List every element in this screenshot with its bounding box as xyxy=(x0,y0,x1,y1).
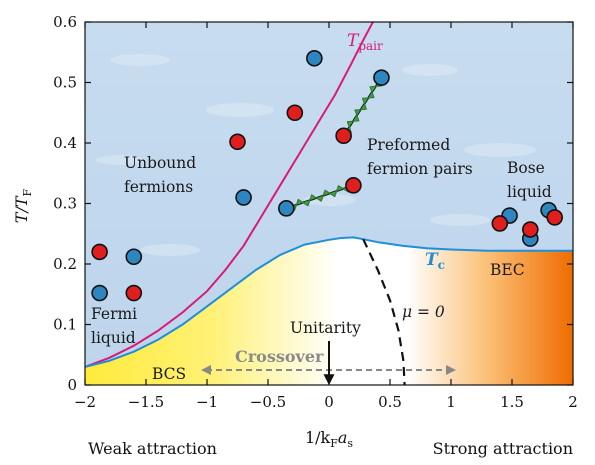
bose-liquid-label: Bose xyxy=(507,159,545,177)
y-tick-label: 0.3 xyxy=(53,195,77,213)
unbound-fermions-label: Unbound xyxy=(124,154,196,172)
x-tick-label: 1 xyxy=(446,393,456,411)
red-fermion-dot xyxy=(125,284,143,302)
y-axis-title: T/TF xyxy=(12,188,34,223)
tpair-label: Tpair xyxy=(347,31,383,53)
red-fermion-dot xyxy=(286,104,304,122)
pair-bond xyxy=(343,77,383,137)
axis-ticks xyxy=(84,21,574,386)
blue-fermion-dot xyxy=(277,200,295,217)
y-tick-label: 0.5 xyxy=(53,74,77,92)
axis-tick-labels: −2 −1.5 −1 −0.5 0 0.5 1 1.5 2 0 0.1 0.2 0.3 0.4 0.5 0.6 xyxy=(53,13,578,411)
unbound-fermions-label-2: fermions xyxy=(124,178,193,196)
blue-fermion-dot xyxy=(373,69,390,86)
x-tick-label: −2 xyxy=(74,393,96,411)
x-tick-label: 2 xyxy=(568,393,578,411)
blue-fermion-dot xyxy=(235,189,252,206)
strong-attraction-label: Strong attraction xyxy=(433,439,573,458)
normal-phase-texture xyxy=(96,54,536,256)
particle-markers xyxy=(91,49,564,302)
condensed-region xyxy=(85,237,573,385)
red-fermion-dot xyxy=(491,215,509,232)
tpair-curve xyxy=(85,22,374,368)
bcs-label: BCS xyxy=(152,365,186,383)
red-fermion-dot xyxy=(546,209,564,226)
pair-bond xyxy=(286,184,354,211)
x-tick-label: −1 xyxy=(196,393,218,411)
tc-curve xyxy=(85,236,573,368)
x-tick-label: −1.5 xyxy=(128,393,164,411)
blue-fermion-dot xyxy=(125,248,143,266)
blue-fermion-dot xyxy=(91,284,108,302)
red-fermion-dot xyxy=(91,243,108,261)
red-fermion-dot xyxy=(345,177,362,194)
bose-liquid-label-2: liquid xyxy=(507,183,552,201)
red-fermion-dot xyxy=(335,127,352,145)
fermi-liquid-label: Fermi xyxy=(91,305,137,323)
x-axis-title: 1/kFas xyxy=(305,428,353,450)
red-fermion-dot xyxy=(229,133,246,151)
y-tick-label: 0.2 xyxy=(53,255,77,273)
y-tick-label: 0.1 xyxy=(53,316,77,334)
y-tick-label: 0 xyxy=(67,376,77,394)
pair-bonds xyxy=(285,77,383,211)
x-tick-label: 0.5 xyxy=(378,393,402,411)
x-tick-label: 1.5 xyxy=(500,393,524,411)
red-fermion-dot xyxy=(521,221,539,238)
preformed-pairs-label: Preformed xyxy=(367,136,450,154)
x-tick-label: −0.5 xyxy=(250,393,286,411)
mu-zero-label: μ = 0 xyxy=(402,303,445,321)
tc-label: Tc xyxy=(425,250,445,272)
preformed-pairs-label-2: fermion pairs xyxy=(367,160,473,178)
x-tick-label: 0 xyxy=(324,393,334,411)
y-tick-label: 0.4 xyxy=(53,134,77,152)
unitarity-label: Unitarity xyxy=(290,319,361,337)
blue-fermion-dot xyxy=(306,49,323,67)
mu-zero-curve xyxy=(362,238,406,385)
weak-attraction-label: Weak attraction xyxy=(88,439,217,458)
bec-label: BEC xyxy=(490,261,525,279)
y-tick-label: 0.6 xyxy=(53,13,77,31)
fermi-liquid-label-2: liquid xyxy=(91,329,136,347)
crossover-label: Crossover xyxy=(235,347,324,366)
